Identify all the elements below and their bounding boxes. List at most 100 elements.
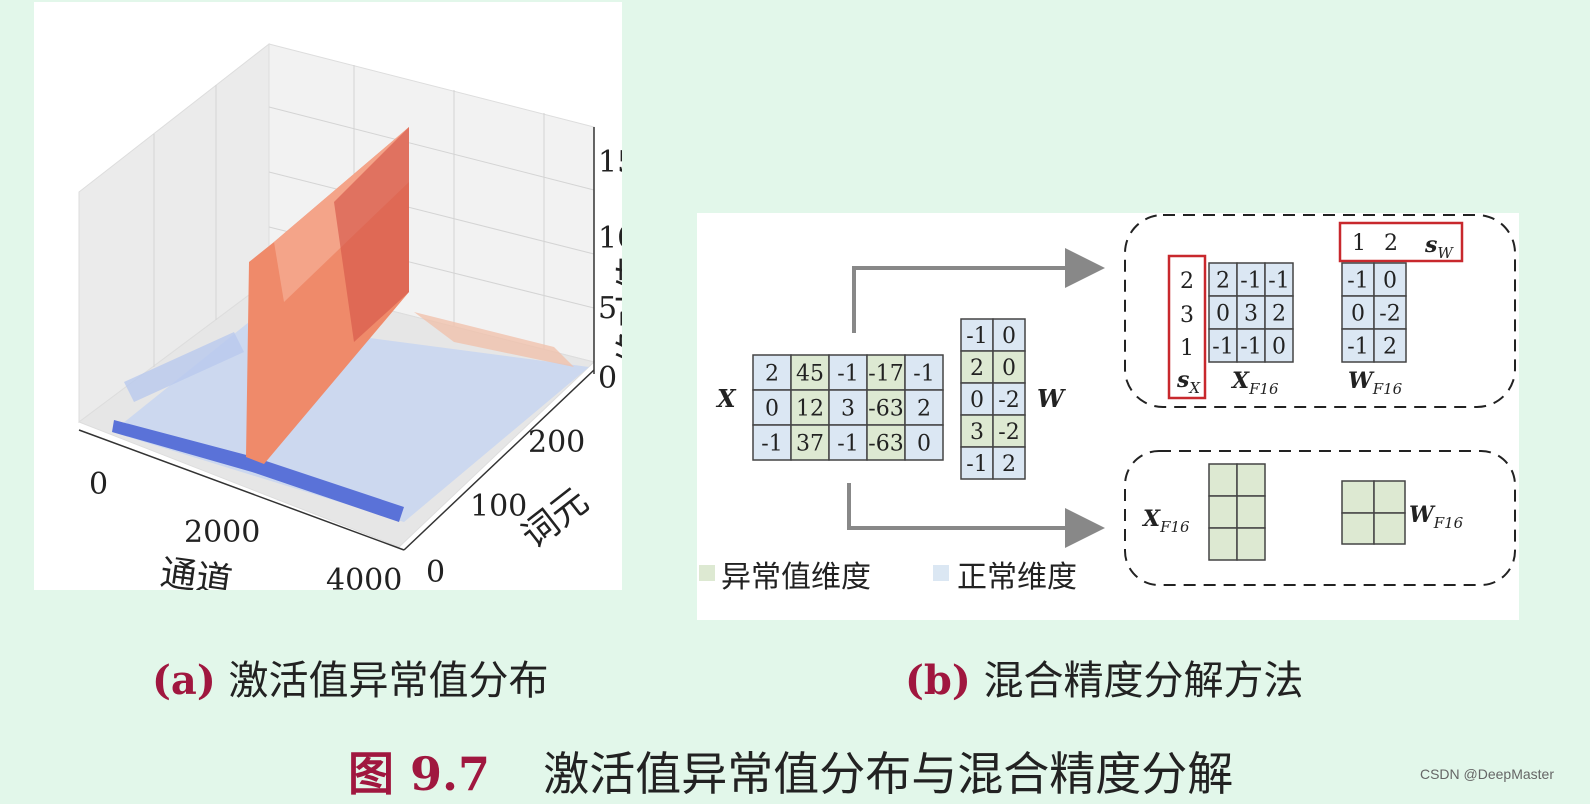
matrix-x-cell-value: 45: [796, 362, 824, 387]
legend-normal-swatch: [933, 565, 949, 581]
token-tick-100: 100: [470, 489, 527, 524]
xf16-label: XF16: [1230, 368, 1279, 398]
sx-highlight-box: [1167, 254, 1207, 400]
matrix-x-cell-value: 2: [765, 362, 779, 387]
caption-b-text: 混合精度分解方法: [983, 658, 1304, 704]
caption-b-label: (b): [905, 657, 971, 704]
matrix-xf16-cell-bg: [1208, 328, 1238, 363]
figure-number: 图 9.7: [348, 747, 491, 801]
matrix-xf16-cell-value: -1: [1240, 269, 1261, 294]
matrix-wf16-cell-value: 2: [1383, 335, 1397, 360]
xf16-label-lower: XF16: [1141, 506, 1190, 536]
legend-normal-label: 正常维度: [957, 560, 1077, 595]
matrix-xf16-cell-value: 0: [1216, 302, 1230, 327]
caption-a: (a) 激活值异常值分布: [152, 648, 549, 706]
matrix-wf16-cell-bg: [1373, 262, 1407, 297]
surface-mesh: [112, 127, 589, 522]
matrix-w-cell-bg: [992, 382, 1026, 416]
surface-plot-svg: 0 2000 4000 通道 0 100 200 词元 0 5 10 15 绝对…: [77, 42, 655, 603]
matrix-w-cell-value: 2: [970, 356, 984, 381]
matrix-x-cell-value: -1: [761, 432, 782, 457]
matrix-wf16-cell-value: 0: [1351, 302, 1365, 327]
matrix-xf16-cell-value: -1: [1240, 335, 1261, 360]
arrow-to-normal: [847, 483, 1105, 548]
matrix-x: 2 45 -1 -17 -1 0 12 3 -63 2 -1 37 -1 -63 0: [752, 354, 944, 461]
credit-text: CSDN @DeepMaster: [1419, 766, 1554, 782]
matrix-xf16-cell-value: 2: [1216, 269, 1230, 294]
matrix-w-cell-value: 2: [1002, 452, 1016, 477]
matrix-x-cell-value: 3: [841, 397, 855, 422]
matrix-w-cell-value: -2: [998, 388, 1019, 413]
matrix-x-cell-value: -63: [868, 397, 903, 422]
matrix-x-cell-bg: [828, 424, 868, 461]
matrix-xf16-cell-bg: [1236, 295, 1266, 330]
figure-title: 激活值异常值分布与混合精度分解: [543, 747, 1234, 801]
value-axis-label: 绝对值: [614, 256, 622, 364]
matrix-wf16-cell-value: -1: [1347, 269, 1368, 294]
wf16-label-lower: WF16: [1409, 502, 1464, 532]
sw-highlight-box: [1338, 221, 1464, 263]
matrix-w: -1 02 00 -23 -2-1 2: [960, 318, 1026, 480]
sw-label: sW: [1424, 232, 1454, 262]
matrix-wf16-cell-bg: [1341, 328, 1375, 363]
arrow-to-outlier: [852, 248, 1105, 333]
figure-caption: 图 9.7 激活值异常值分布与混合精度分解: [348, 738, 1233, 804]
legend-outlier-swatch: [699, 565, 715, 581]
matrix-wf16: -1 00 -2 -1 2: [1341, 262, 1407, 363]
matrix-x-cell-bg: [866, 424, 906, 461]
matrix-x-cell-value: -17: [868, 362, 903, 387]
legend-outlier-label: 异常值维度: [721, 560, 871, 595]
matrix-x-cell-bg: [752, 424, 792, 461]
matrix-wf16-cell-bg: [1373, 328, 1407, 363]
caption-b: (b) 混合精度分解方法: [905, 648, 1304, 706]
caption-a-label: (a): [152, 657, 216, 704]
matrix-x-cell-value: 2: [917, 397, 931, 422]
channel-tick-4000: 4000: [326, 563, 402, 590]
int8-normal-box: [1124, 450, 1516, 586]
matrix-x-cell-value: -63: [868, 432, 903, 457]
matrix-x-cell-value: 0: [765, 397, 779, 422]
matrix-x-cell-value: -1: [837, 362, 858, 387]
token-tick-200: 200: [528, 425, 585, 460]
matrix-w-cell-bg: [992, 446, 1026, 480]
xf16-empty-grid: [1208, 463, 1266, 561]
value-tick-5: 5: [598, 291, 617, 326]
sw-value-0: 1: [1352, 231, 1366, 256]
matrix-xf16-cell-value: -1: [1212, 335, 1233, 360]
wf16-empty-grid: [1341, 480, 1406, 545]
matrix-w-cell-value: -2: [998, 420, 1019, 445]
matrix-w-label: W: [1037, 384, 1066, 413]
matrix-w-cell-value: 0: [1002, 356, 1016, 381]
value-tick-0: 0: [598, 361, 617, 396]
matrix-x-cell-bg: [904, 354, 944, 391]
matrix-xf16-cell-value: -1: [1268, 269, 1289, 294]
wf16-label: WF16: [1348, 368, 1403, 398]
sx-value-2: 1: [1180, 336, 1194, 361]
fp16-outlier-box: [1124, 214, 1516, 408]
channel-tick-0: 0: [89, 467, 108, 502]
matrix-w-cell-value: 0: [1002, 324, 1016, 349]
matrix-wf16-cell-value: -2: [1379, 302, 1400, 327]
panel-a-surface-plot: 0 2000 4000 通道 0 100 200 词元 0 5 10 15 绝对…: [34, 2, 655, 603]
matrix-xf16-cell-value: 3: [1244, 302, 1258, 327]
matrix-w-cell-value: -1: [966, 324, 987, 349]
decomposition-svg: 2 45 -1 -17 -10 12 3 -63 2-1 37 -1 -63 0 X -1 02 00 -23…: [699, 214, 1516, 595]
matrix-x-cell-bg: [904, 424, 944, 461]
matrix-w-cell-bg: [960, 446, 994, 480]
matrix-w-cell-value: 0: [970, 388, 984, 413]
matrix-xf16-cell-value: 0: [1272, 335, 1286, 360]
matrix-wf16-cell-value: -1: [1347, 335, 1368, 360]
matrix-x-cell-value: 0: [917, 432, 931, 457]
matrix-xf16-cell-bg: [1264, 262, 1294, 297]
matrix-wf16-cell-value: 0: [1383, 269, 1397, 294]
matrix-wf16-cell-bg: [1373, 295, 1407, 330]
sx-value-0: 2: [1180, 269, 1194, 294]
token-tick-0: 0: [426, 555, 445, 590]
matrix-x-cell-value: -1: [837, 432, 858, 457]
value-tick-10: 10: [598, 221, 622, 256]
matrix-x-cell-value: 37: [796, 432, 824, 457]
sx-value-1: 3: [1180, 303, 1194, 328]
matrix-xf16: 2 -1 -1 0 3 2 -1 -1 0: [1208, 262, 1294, 363]
sw-value-1: 2: [1384, 231, 1398, 256]
panel-b-decomposition-diagram: 2 45 -1 -17 -1 0 12 3 -63 2 -1 37 -1 -63 0 X -1 0 2 0 0 -2 3…: [697, 213, 1519, 620]
